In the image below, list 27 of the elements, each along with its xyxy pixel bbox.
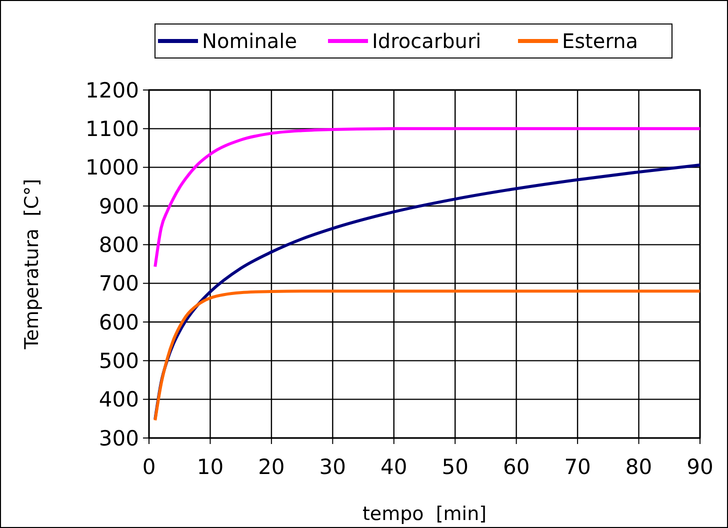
y-tick-label: 500 — [98, 349, 139, 374]
legend-label: Idrocarburi — [372, 29, 482, 53]
x-axis-title: tempo [min] — [362, 503, 487, 525]
legend-label: Esterna — [562, 29, 638, 53]
legend-label: Nominale — [202, 29, 298, 53]
y-tick-label: 1100 — [86, 117, 139, 142]
y-tick-label: 600 — [98, 310, 139, 334]
x-tick-label: 80 — [625, 455, 652, 479]
y-tick-label: 400 — [98, 388, 139, 412]
x-tick-label: 60 — [502, 455, 530, 479]
x-tick-label: 0 — [142, 455, 156, 479]
x-tick-label: 50 — [442, 455, 468, 479]
y-tick-label: 900 — [98, 194, 139, 218]
x-tick-label: 20 — [258, 455, 285, 479]
y-axis-title: Temperatura [C°] — [21, 178, 43, 350]
line-series — [154, 290, 702, 422]
x-tick-label: 30 — [319, 455, 346, 479]
y-tick-label: 300 — [98, 426, 139, 450]
y-tick-label: 800 — [98, 233, 139, 258]
x-tick-label: 70 — [564, 455, 591, 479]
line-series — [154, 127, 702, 268]
y-tick-label: 1000 — [86, 156, 139, 180]
x-tick-label: 10 — [196, 455, 224, 479]
x-tick-label: 40 — [380, 455, 408, 479]
y-tick-label: 1200 — [86, 78, 139, 102]
x-tick-label: 90 — [686, 455, 714, 479]
y-tick-label: 700 — [98, 272, 139, 296]
